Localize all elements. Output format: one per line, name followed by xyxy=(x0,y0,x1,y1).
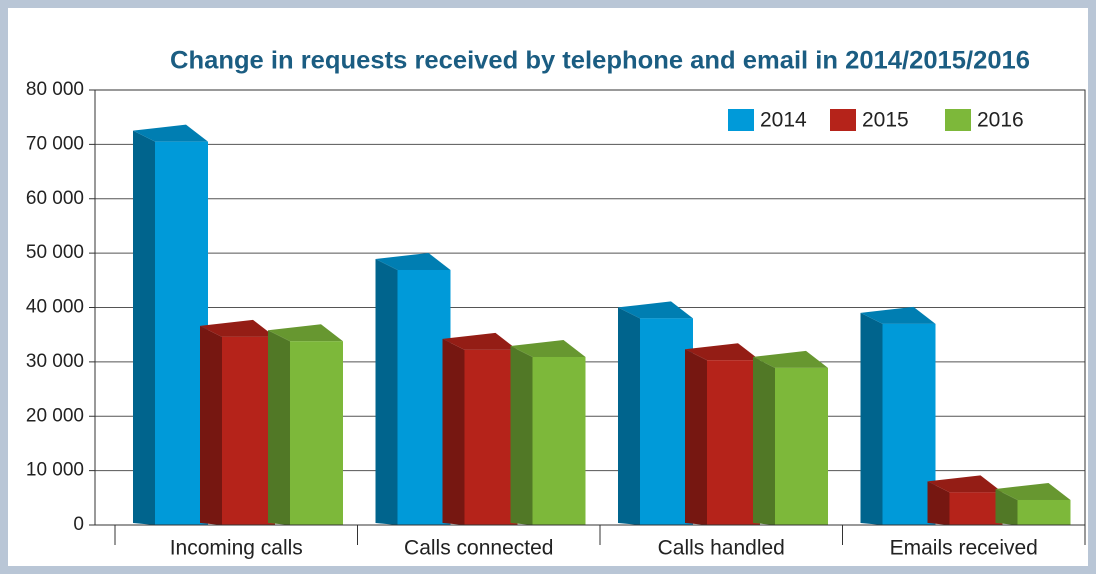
bar xyxy=(882,323,936,525)
bar xyxy=(949,492,1003,525)
bar xyxy=(640,318,693,525)
y-tick-label: 80 000 xyxy=(26,79,84,100)
bar-side xyxy=(133,130,155,525)
bar-top xyxy=(200,319,275,337)
bar-side xyxy=(927,481,950,525)
bar-top xyxy=(442,332,518,350)
bar xyxy=(290,341,343,525)
bar-side xyxy=(860,312,883,525)
bar xyxy=(222,336,275,525)
bar-side xyxy=(995,488,1018,525)
legend-swatch xyxy=(830,109,856,131)
legend-label: 2015 xyxy=(862,109,909,132)
bar xyxy=(775,367,828,525)
bar-top xyxy=(618,301,693,319)
bar-top xyxy=(510,339,586,357)
bar-side xyxy=(618,307,640,525)
bar-top xyxy=(995,482,1071,500)
legend-swatch xyxy=(728,109,754,131)
chart-title: Change in requests received by telephone… xyxy=(170,47,1030,75)
y-tick-label: 60 000 xyxy=(26,188,84,209)
bar-top xyxy=(753,350,828,368)
y-tick-label: 10 000 xyxy=(26,460,84,481)
bar-side xyxy=(200,325,222,525)
x-tick-label: Calls handled xyxy=(658,537,785,560)
y-tick-label: 0 xyxy=(73,514,84,535)
bar xyxy=(397,269,451,525)
bar-side xyxy=(442,338,465,525)
y-tick-label: 20 000 xyxy=(26,405,84,426)
bar-top xyxy=(375,252,451,270)
y-tick-label: 70 000 xyxy=(26,133,84,154)
bar-top xyxy=(133,124,208,142)
bar xyxy=(1017,499,1071,525)
legend-label: 2014 xyxy=(760,109,807,132)
bar-side xyxy=(268,330,290,525)
legend-label: 2016 xyxy=(977,109,1024,132)
x-tick-label: Incoming calls xyxy=(170,537,303,560)
bar-top xyxy=(860,306,936,324)
y-tick-label: 30 000 xyxy=(26,351,84,372)
x-tick-label: Emails received xyxy=(890,537,1038,560)
bar xyxy=(155,141,208,525)
bar xyxy=(464,349,518,525)
y-tick-label: 40 000 xyxy=(26,297,84,318)
y-tick-label: 50 000 xyxy=(26,242,84,263)
legend-swatch xyxy=(945,109,971,131)
x-tick-label: Calls connected xyxy=(404,537,553,560)
bar-top xyxy=(927,475,1003,493)
bar-top xyxy=(685,343,760,361)
bar xyxy=(707,360,760,525)
bar xyxy=(532,356,586,525)
bar-side xyxy=(375,258,398,525)
bar-side xyxy=(685,349,707,525)
bar-side xyxy=(753,356,775,525)
bar-top xyxy=(268,324,343,342)
bar-side xyxy=(510,345,533,525)
